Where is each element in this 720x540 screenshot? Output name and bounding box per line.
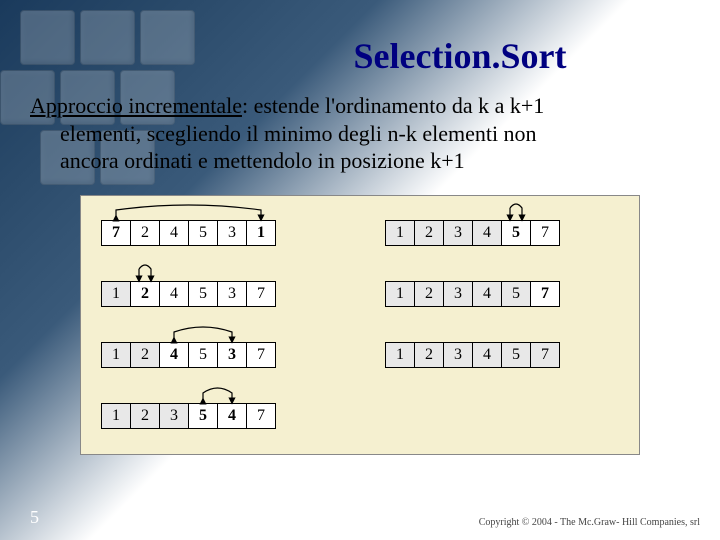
array-cell: 1 — [101, 342, 131, 368]
sort-diagram: 724531 123457 124537 123457 124537 12345… — [80, 195, 640, 455]
array-cell: 4 — [472, 281, 502, 307]
array-cell: 4 — [159, 281, 189, 307]
array-step: 123457 — [385, 281, 619, 307]
array-cell: 4 — [472, 220, 502, 246]
array-cell: 4 — [472, 342, 502, 368]
array-cell: 1 — [385, 342, 415, 368]
array-cell: 5 — [188, 220, 218, 246]
array-cell: 3 — [217, 220, 247, 246]
array-cell: 7 — [246, 342, 276, 368]
array-step: 124537 — [101, 281, 335, 307]
array-cell: 4 — [217, 403, 247, 429]
array-cell: 7 — [246, 403, 276, 429]
slide-description: Approccio incrementale: estende l'ordina… — [30, 92, 690, 175]
array-cell: 4 — [159, 220, 189, 246]
desc-underline: Approccio incrementale — [30, 93, 242, 118]
array-cell: 1 — [246, 220, 276, 246]
array-cell: 3 — [443, 220, 473, 246]
array-cell: 2 — [130, 342, 160, 368]
array-cell: 2 — [130, 220, 160, 246]
array-step: 123547 — [101, 403, 335, 429]
array-cell: 1 — [385, 220, 415, 246]
array-cell: 3 — [217, 281, 247, 307]
array-step: 123457 — [385, 342, 619, 368]
array-cell: 5 — [188, 403, 218, 429]
array-cell: 2 — [130, 403, 160, 429]
array-cell: 7 — [530, 281, 560, 307]
array-cell: 3 — [217, 342, 247, 368]
array-cell: 1 — [101, 403, 131, 429]
array-cell: 7 — [530, 342, 560, 368]
array-cell: 7 — [530, 220, 560, 246]
array-cell: 3 — [443, 281, 473, 307]
array-cell: 3 — [159, 403, 189, 429]
array-cell: 2 — [130, 281, 160, 307]
page-number: 5 — [30, 507, 39, 528]
array-cell: 5 — [501, 281, 531, 307]
array-step: 123457 — [385, 220, 619, 246]
array-cell: 2 — [414, 342, 444, 368]
array-cell: 4 — [159, 342, 189, 368]
array-step: 124537 — [101, 342, 335, 368]
array-cell: 1 — [385, 281, 415, 307]
array-cell: 7 — [246, 281, 276, 307]
array-cell: 5 — [188, 281, 218, 307]
desc-rest1: : estende l'ordinamento da k a k+1 — [242, 93, 544, 118]
array-cell: 2 — [414, 281, 444, 307]
desc-line2: elementi, scegliendo il minimo degli n-k… — [30, 120, 690, 148]
desc-line3: ancora ordinati e mettendolo in posizion… — [30, 147, 690, 175]
array-cell: 3 — [443, 342, 473, 368]
copyright-text: Copyright © 2004 - The Mc.Graw- Hill Com… — [479, 517, 700, 528]
slide-title: Selection.Sort — [230, 35, 690, 77]
array-cell: 5 — [501, 342, 531, 368]
array-cell: 1 — [101, 281, 131, 307]
array-step: 724531 — [101, 220, 335, 246]
array-cell: 2 — [414, 220, 444, 246]
array-cell: 7 — [101, 220, 131, 246]
array-cell: 5 — [501, 220, 531, 246]
array-cell: 5 — [188, 342, 218, 368]
